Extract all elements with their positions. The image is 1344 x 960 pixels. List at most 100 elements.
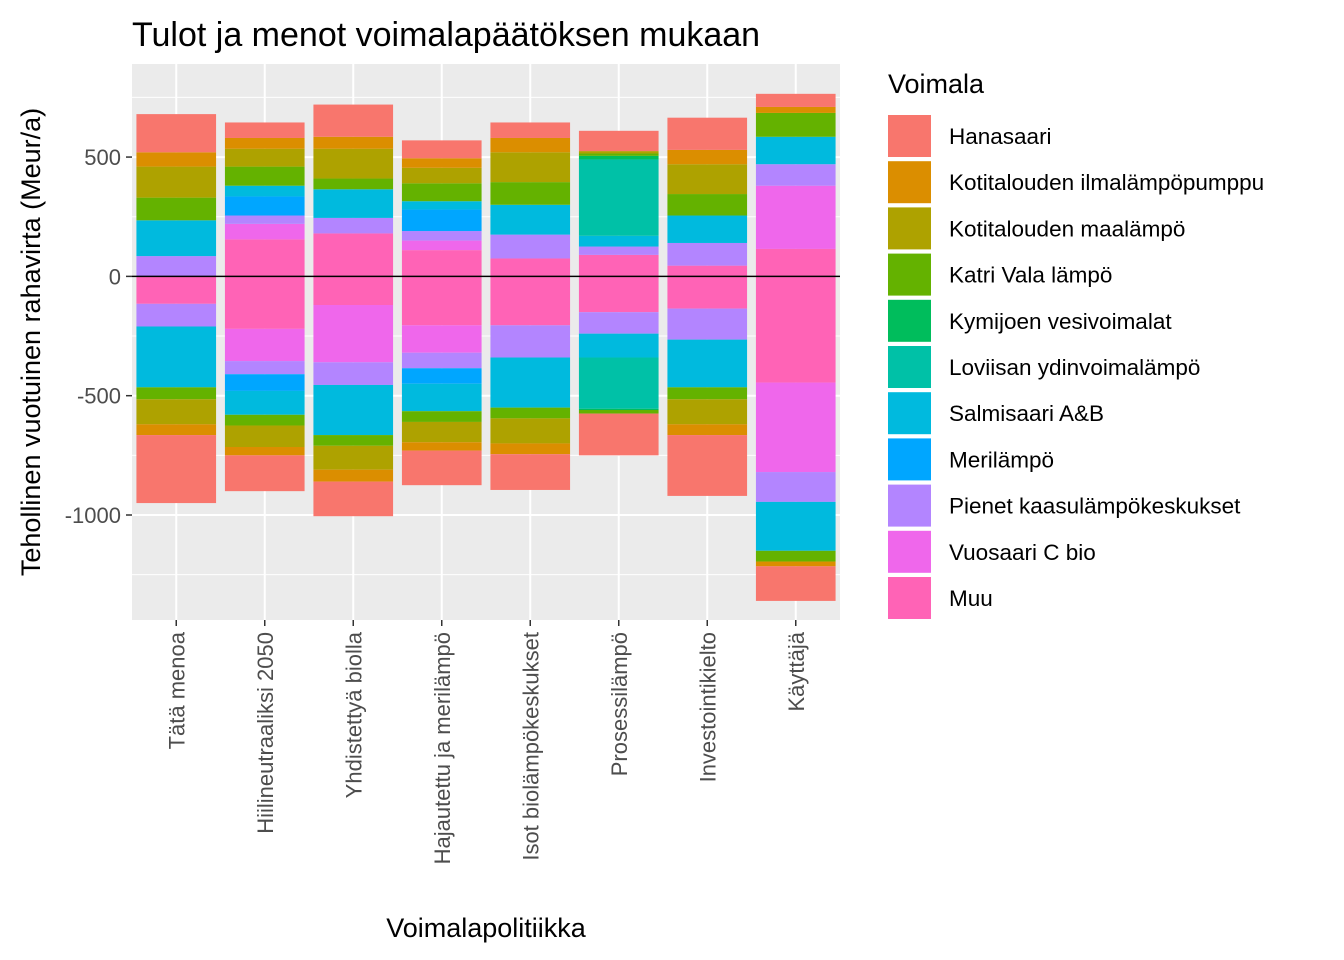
bar-segment <box>490 258 571 277</box>
bar-segment <box>578 333 659 358</box>
legend-label: Vuosaari C bio <box>949 540 1096 565</box>
bar-segment <box>578 246 659 255</box>
bar-segment <box>667 424 748 436</box>
bar-segment <box>224 455 305 492</box>
bar-segment <box>490 182 571 205</box>
bar-segment <box>313 104 394 137</box>
x-tick-label: Investointikielto <box>695 632 720 782</box>
bar-segment <box>667 215 748 243</box>
bar-segment <box>401 158 482 168</box>
bar-segment <box>578 410 659 414</box>
bar-segment <box>667 399 748 425</box>
bar-segment <box>224 390 305 415</box>
bar-segment <box>224 122 305 138</box>
bar-segment <box>755 382 836 473</box>
chart-title: Tulot ja menot voimalapäätöksen mukaan <box>132 16 760 54</box>
legend-items: Hanasaari Kotitalouden ilmalämpöpumppu Kot… <box>888 115 1264 619</box>
bar-segment <box>313 362 394 385</box>
bar-segment <box>224 137 305 149</box>
bar-segment <box>136 399 217 425</box>
bar-segment <box>401 183 482 202</box>
bar-segment <box>136 256 217 277</box>
y-tick-label: -1000 <box>65 503 121 528</box>
bar-segment <box>578 357 659 409</box>
bar-segment <box>578 408 659 411</box>
bar-segment <box>667 117 748 150</box>
bar-segment <box>578 151 659 154</box>
y-tick-label: 0 <box>109 264 121 289</box>
x-tick-label: Hiilineutraaliksi 2050 <box>253 632 278 834</box>
legend-swatch <box>888 438 931 481</box>
bar-segment <box>401 209 482 232</box>
bar-segment <box>401 352 482 369</box>
bar-segment <box>401 167 482 184</box>
bar-segment <box>401 421 482 443</box>
bar-segment <box>136 303 217 327</box>
bar-segment <box>578 159 659 236</box>
bar-segment <box>313 148 394 179</box>
bar-segment <box>490 454 571 490</box>
bar-segment <box>401 325 482 353</box>
bar-segment <box>578 254 659 277</box>
bar-segment <box>667 242 748 266</box>
bar-segment <box>401 368 482 384</box>
x-tick-label: Prosessilämpö <box>607 632 632 776</box>
bar-segment <box>136 424 217 436</box>
bar-segment <box>224 239 305 277</box>
bar-segment <box>755 561 836 567</box>
bar-segment <box>490 325 571 358</box>
legend-label: Loviisan ydinvoimalämpö <box>949 355 1200 380</box>
bar-segment <box>401 240 482 251</box>
bar-segment <box>224 276 305 329</box>
legend-label: Hanasaari <box>949 124 1052 149</box>
bar-segment <box>224 196 305 216</box>
bar-segment <box>401 383 482 412</box>
x-tick-label: Yhdistettyä biolla <box>341 631 366 798</box>
bar-segment <box>224 374 305 391</box>
bar-segment <box>667 339 748 388</box>
legend-swatch <box>888 484 931 527</box>
bar-segment <box>224 185 305 197</box>
bar-segment <box>224 166 305 186</box>
bar-segment <box>401 250 482 277</box>
bar-segment <box>755 248 836 277</box>
bar-segment <box>667 265 748 277</box>
bar-segment <box>578 130 659 152</box>
bar-segment <box>224 148 305 167</box>
bar-segment <box>313 189 394 218</box>
bar-segment <box>224 414 305 426</box>
bar-segment <box>490 204 571 235</box>
bar-segment <box>224 328 305 362</box>
bar-segment <box>136 326 217 388</box>
bar-segment <box>490 357 571 408</box>
bar-segment <box>136 114 217 153</box>
bar-segment <box>136 276 217 304</box>
y-axis-title: Tehollinen vuotuinen rahavirta (Meur/a) <box>16 108 46 576</box>
legend-label: Merilämpö <box>949 447 1054 472</box>
bar-segment <box>401 201 482 210</box>
legend-swatch <box>888 392 931 435</box>
bar-segment <box>667 387 748 400</box>
x-axis-title: Voimalapolitiikka <box>386 913 587 943</box>
bar-segment <box>136 197 217 221</box>
bar-segment <box>401 411 482 422</box>
bar-segment <box>224 215 305 224</box>
bar-segment <box>313 233 394 277</box>
bar-segment <box>667 435 748 496</box>
bar-segment <box>401 231 482 241</box>
bar-segment <box>313 481 394 517</box>
bar-segment <box>755 550 836 562</box>
bar-segment <box>136 435 217 504</box>
bar-segment <box>136 220 217 257</box>
bar-segment <box>578 276 659 313</box>
x-axis-ticks: Tätä menoa Hiilineutraaliksi 2050 Yhdistet… <box>164 620 809 864</box>
bar-segment <box>667 308 748 340</box>
legend-swatch <box>888 577 931 619</box>
bar-segment <box>401 450 482 486</box>
legend-label: Salmisaari A&B <box>949 401 1104 426</box>
bar-segment <box>313 178 394 190</box>
legend-swatch <box>888 346 931 388</box>
bar-segment <box>755 472 836 502</box>
legend-swatch <box>888 253 931 296</box>
